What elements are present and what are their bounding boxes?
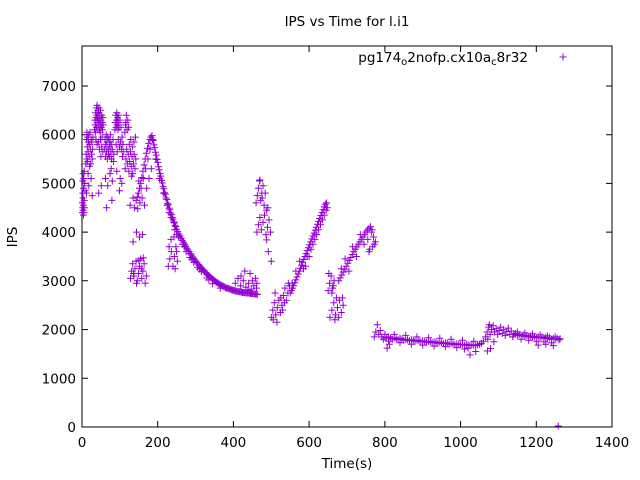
x-tick-label: 600 bbox=[296, 435, 322, 451]
legend-subscript: o bbox=[401, 57, 407, 68]
legend-text-part: 8r32 bbox=[497, 50, 528, 66]
x-tick-label: 400 bbox=[221, 435, 247, 451]
legend-plus-marker-icon bbox=[559, 53, 567, 61]
x-tick-label: 1200 bbox=[519, 435, 553, 451]
y-tick-label: 0 bbox=[67, 420, 76, 436]
legend-series-label: pg174o2nofp.cx10ac8r32 bbox=[358, 50, 528, 68]
scatter-points bbox=[78, 101, 564, 430]
plot-border bbox=[81, 45, 613, 428]
chart-title: IPS vs Time for l.i1 bbox=[285, 14, 410, 30]
legend-text-part: 2nofp.cx10a bbox=[407, 50, 491, 66]
x-axis-label: Time(s) bbox=[321, 456, 373, 472]
y-tick-label: 3000 bbox=[42, 274, 76, 290]
x-tick-label: 1400 bbox=[595, 435, 629, 451]
x-axis-tick-labels: 0 200 400 600 800 1000 1200 1400 bbox=[78, 435, 629, 451]
legend-subscript: c bbox=[491, 57, 497, 68]
y-tick-label: 4000 bbox=[42, 225, 76, 241]
x-tick-label: 0 bbox=[78, 435, 87, 451]
x-tick-label: 200 bbox=[145, 435, 171, 451]
x-tick-label: 800 bbox=[372, 435, 398, 451]
y-tick-label: 1000 bbox=[42, 371, 76, 387]
y-tick-label: 6000 bbox=[42, 128, 76, 144]
y-tick-label: 5000 bbox=[42, 176, 76, 192]
y-tick-label: 2000 bbox=[42, 323, 76, 339]
y-tick-label: 7000 bbox=[42, 79, 76, 95]
y-axis-tick-labels: 0 1000 2000 3000 4000 5000 6000 7000 bbox=[42, 79, 76, 436]
tick-marks bbox=[81, 46, 613, 428]
legend: pg174o2nofp.cx10ac8r32 bbox=[358, 50, 567, 68]
y-axis-label: IPS bbox=[5, 227, 21, 248]
legend-text-part: pg174 bbox=[358, 50, 401, 66]
x-tick-label: 1000 bbox=[443, 435, 477, 451]
axis-ticks bbox=[81, 46, 613, 428]
